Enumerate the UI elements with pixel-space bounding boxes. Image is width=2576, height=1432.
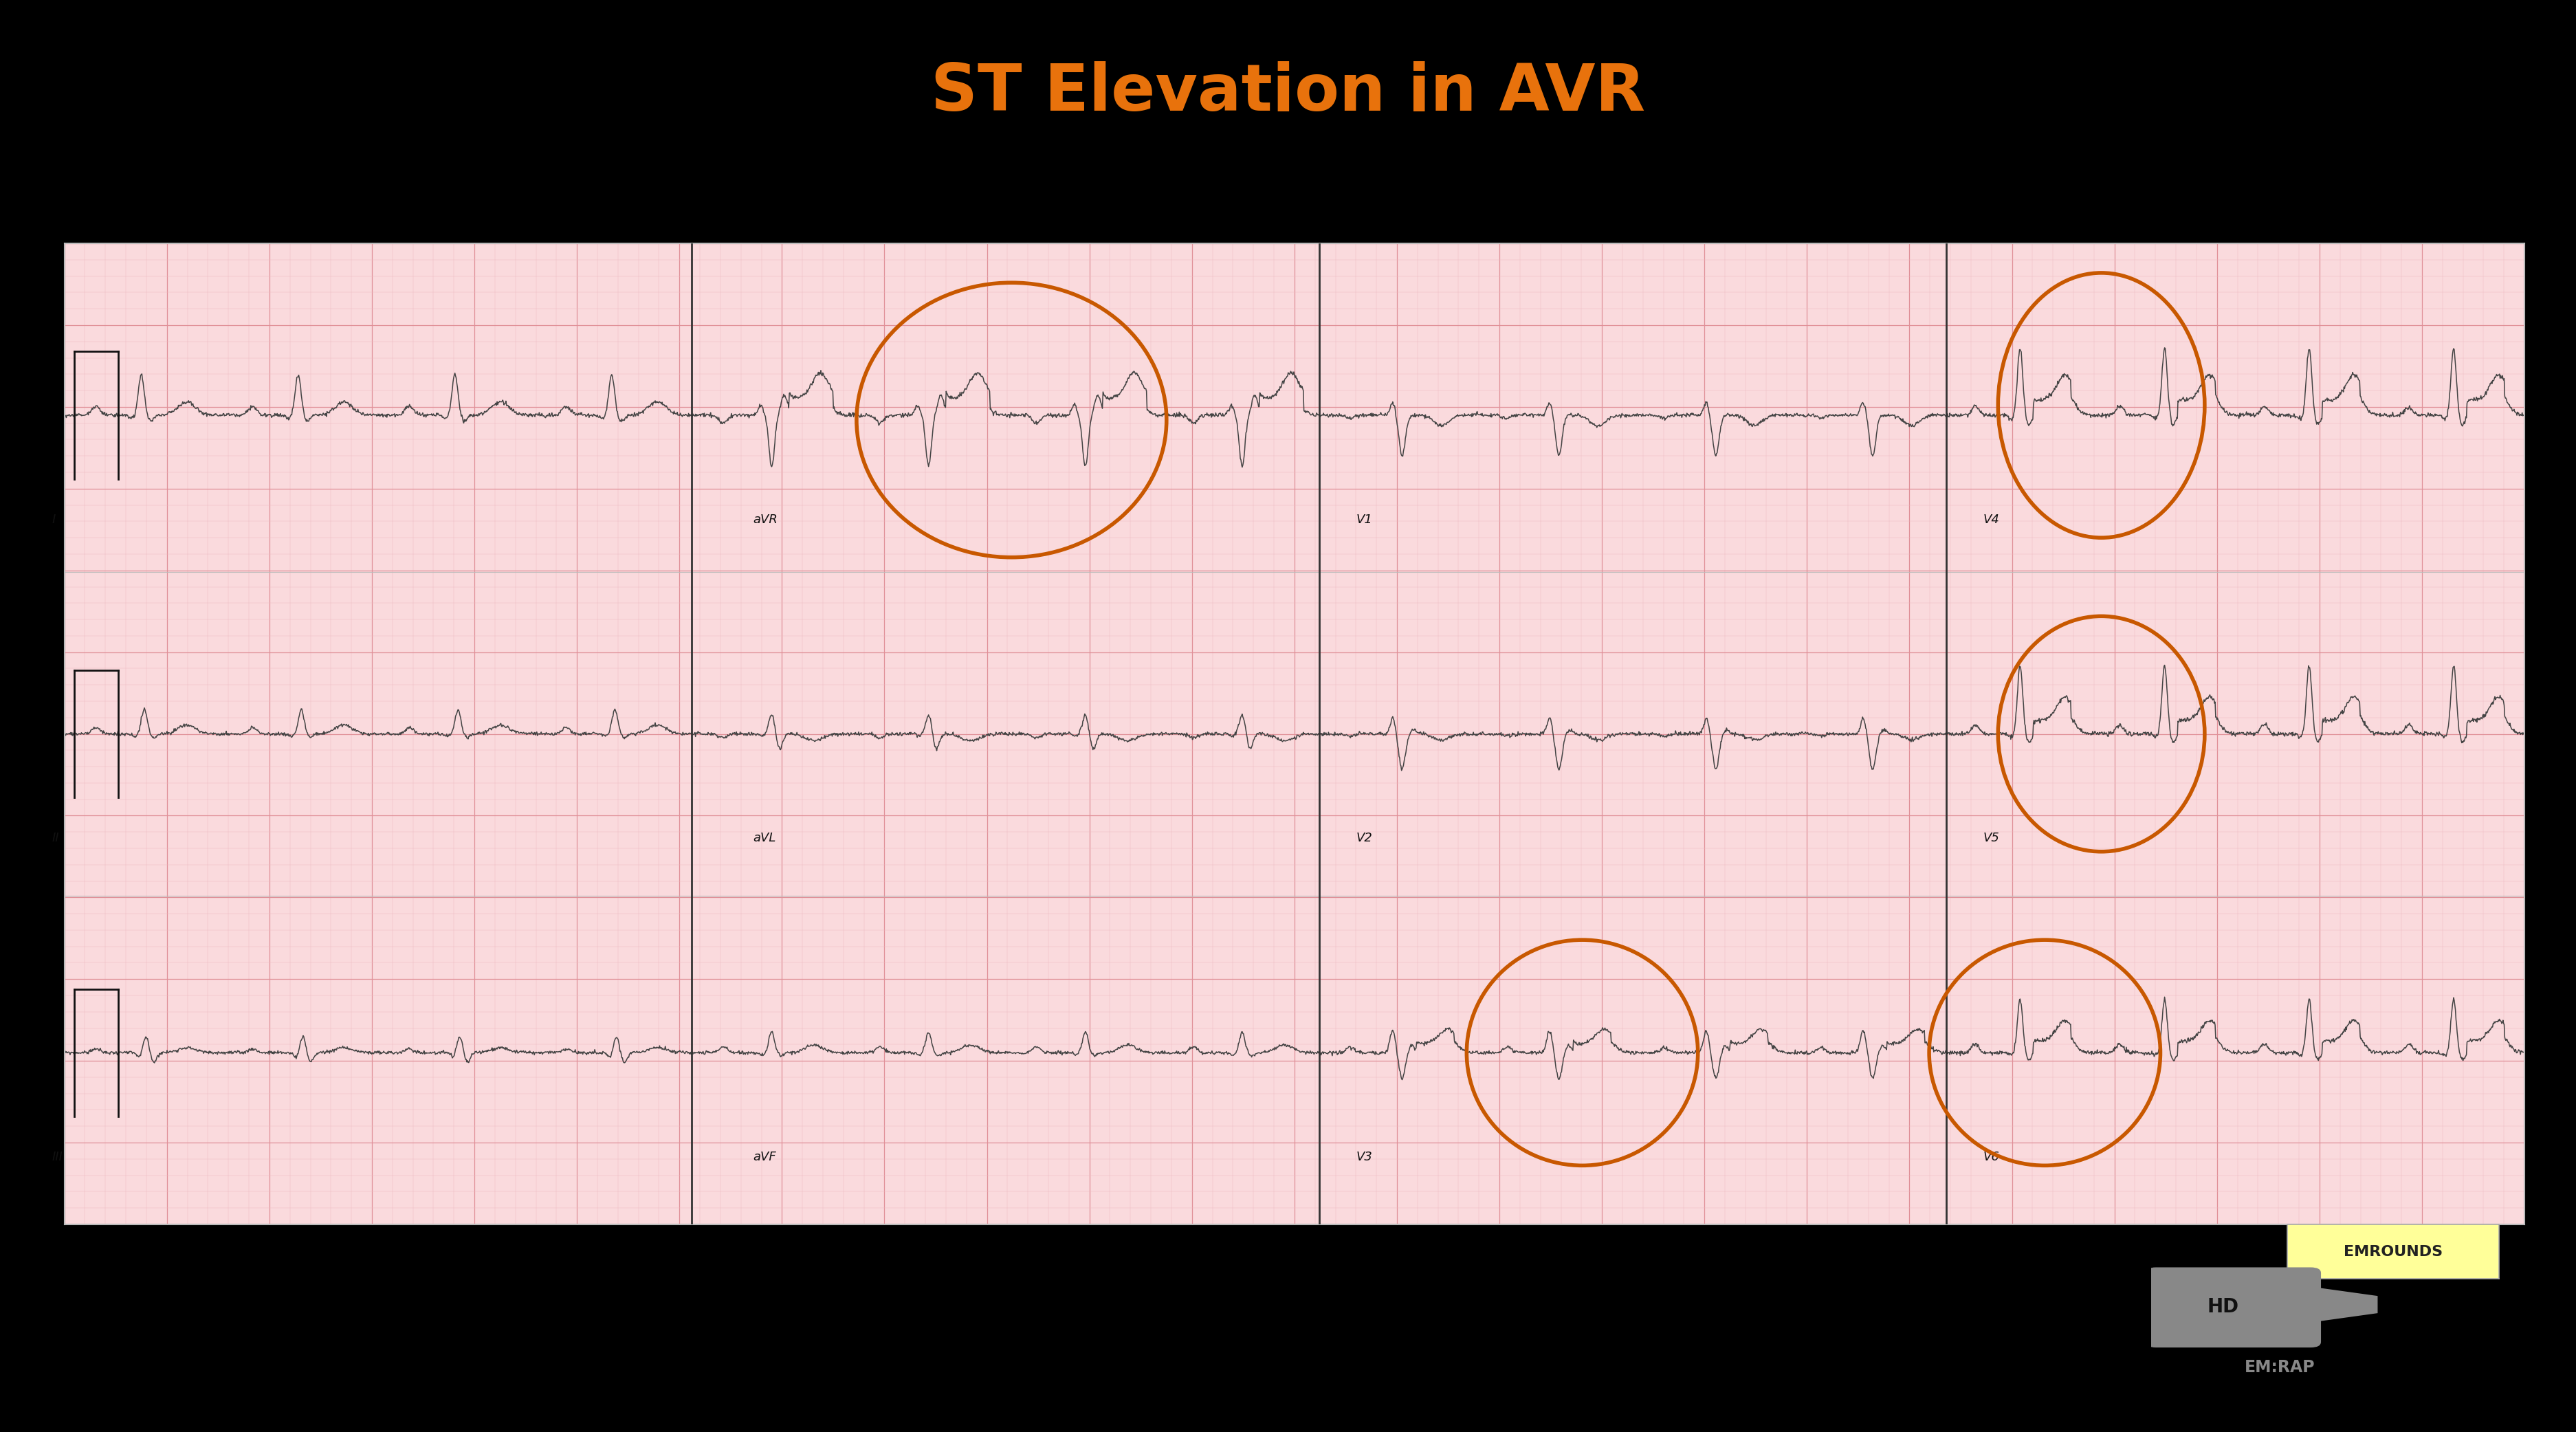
Text: V3: V3 <box>1355 1151 1373 1163</box>
Text: aVR: aVR <box>752 514 778 526</box>
Text: III: III <box>52 1151 62 1163</box>
Text: HD: HD <box>2208 1297 2239 1316</box>
Text: ST Elevation in AVR: ST Elevation in AVR <box>930 62 1646 125</box>
Text: V5: V5 <box>1984 832 1999 845</box>
Text: V2: V2 <box>1355 832 1373 845</box>
Text: II: II <box>52 832 59 845</box>
Text: aVL: aVL <box>752 832 775 845</box>
Text: V6: V6 <box>1984 1151 1999 1163</box>
Text: EM:RAP: EM:RAP <box>2244 1359 2316 1376</box>
Text: aVF: aVF <box>752 1151 775 1163</box>
Polygon shape <box>2316 1287 2378 1322</box>
Text: I: I <box>52 514 57 526</box>
Text: V1: V1 <box>1355 514 1373 526</box>
Text: V4: V4 <box>1984 514 1999 526</box>
Text: EMROUNDS: EMROUNDS <box>2344 1244 2442 1259</box>
FancyBboxPatch shape <box>2146 1267 2321 1348</box>
